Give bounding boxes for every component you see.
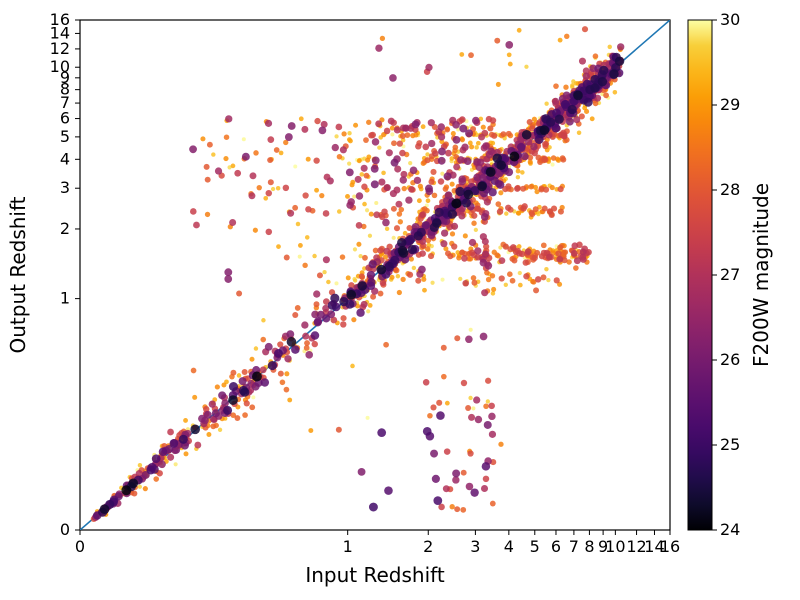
x-tick-label: 1 — [343, 537, 353, 556]
x-ticks: 012345678910121416 — [75, 530, 680, 556]
x-tick-label: 7 — [569, 537, 579, 556]
colorbar-tick-label: 29 — [720, 95, 740, 114]
y-tick-label: 0 — [60, 520, 70, 539]
chart-svg: 012345678910121416012345678910121416Inpu… — [0, 0, 800, 600]
colorbar-label: F200W magnitude — [749, 183, 773, 367]
scatter-points — [91, 26, 625, 522]
colorbar-tick-label: 30 — [720, 10, 740, 29]
y-ticks: 012345678910121416 — [50, 10, 80, 539]
x-tick-label: 2 — [423, 537, 433, 556]
x-tick-label: 16 — [660, 537, 680, 556]
x-tick-label: 3 — [470, 537, 480, 556]
x-axis-label: Input Redshift — [305, 563, 444, 587]
colorbar-tick-label: 24 — [720, 520, 740, 539]
x-tick-label: 5 — [530, 537, 540, 556]
colorbar-tick-label: 25 — [720, 435, 740, 454]
x-tick-label: 4 — [504, 537, 514, 556]
redshift-scatter-chart: 012345678910121416012345678910121416Inpu… — [0, 0, 800, 600]
y-tick-label: 5 — [60, 127, 70, 146]
y-tick-label: 10 — [50, 57, 70, 76]
x-tick-label: 8 — [584, 537, 594, 556]
y-tick-label: 2 — [60, 219, 70, 238]
colorbar-tick-label: 27 — [720, 265, 740, 284]
colorbar: 24 25 26 27 28 29 30 — [688, 10, 740, 539]
x-tick-label: 6 — [551, 537, 561, 556]
x-tick-label: 0 — [75, 537, 85, 556]
colorbar-tick-label: 28 — [720, 180, 740, 199]
y-tick-label: 4 — [60, 149, 70, 168]
y-axis-label: Output Redshift — [6, 196, 30, 353]
colorbar-tick-label: 26 — [720, 350, 740, 369]
y-tick-label: 3 — [60, 178, 70, 197]
y-tick-label: 16 — [50, 10, 70, 29]
y-tick-label: 1 — [60, 289, 70, 308]
x-tick-label: 10 — [605, 537, 625, 556]
